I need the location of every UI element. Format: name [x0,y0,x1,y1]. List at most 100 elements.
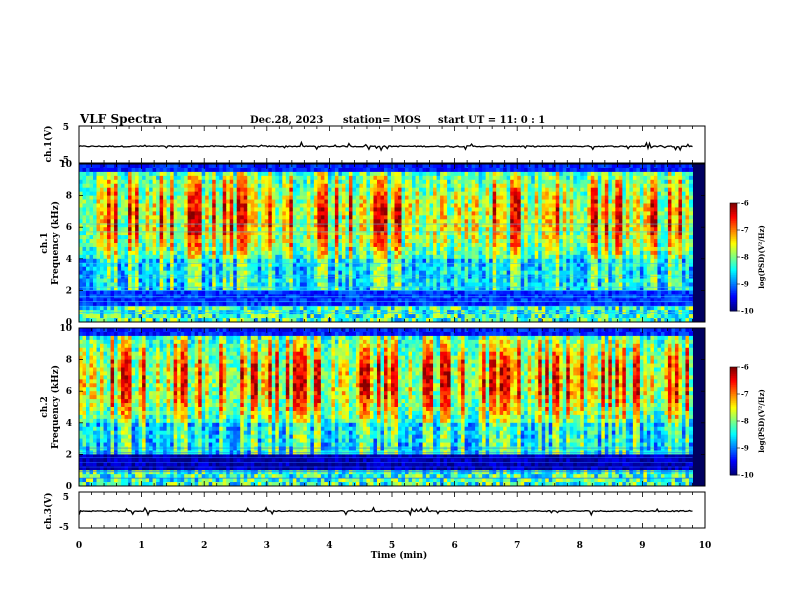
spectrogram-cell [219,274,224,280]
spectrogram-cell [121,164,126,169]
spectrogram-cell [391,167,396,173]
spectrogram-cell [100,215,105,220]
spectrogram-cell [138,243,143,248]
spectrogram-cell [149,187,154,193]
spectrogram-cell [86,179,91,185]
spectrogram-cell [107,262,112,268]
spectrogram-cell [436,191,441,197]
spectrogram-cell [352,183,357,189]
spectrogram-cell [447,274,452,280]
spectrogram-cell [331,195,336,201]
spectrogram-cell [341,195,346,201]
spectrogram-cell [89,286,94,291]
spectrogram-cell [121,175,126,181]
spectrogram-cell [348,243,353,248]
spectrogram-cell [457,191,462,197]
spectrogram-cell [124,258,129,264]
spectrogram-cell [327,274,332,280]
spectrogram-cell [271,207,276,212]
spectrogram-cell [93,175,98,181]
spectrogram-cell [471,211,476,216]
spectrogram-cell [475,167,480,173]
spectrogram-cell [128,302,133,307]
spectrogram-cell [450,266,455,272]
spectrogram-cell [461,270,466,276]
spectrogram-cell [289,278,294,283]
spectrogram-cell [229,239,234,244]
spectrogram-cell [240,195,245,201]
spectrogram-cell [79,207,84,212]
spectrogram-cell [219,203,224,208]
spectrogram-cell [163,286,168,291]
spectrogram-cell [352,195,357,201]
spectrogram-cell [503,243,508,248]
spectrogram-cell [376,274,381,280]
spectrogram-cell [306,215,311,220]
spectrogram-cell [359,270,364,276]
spectrogram-cell [355,179,360,185]
spectrogram-cell [303,306,308,311]
spectrogram-cell [320,223,325,228]
spectrogram-cell [261,199,266,204]
spectrogram-cell [257,211,262,216]
spectrogram-cell [299,199,304,204]
spectrogram-cell [110,211,115,216]
spectrogram-cell [254,175,259,181]
spectrogram-cell [222,250,227,256]
spectrogram-cell [184,171,189,177]
spectrogram-cell [145,290,150,295]
spectrogram-cell [268,258,273,264]
spectrogram-cell [177,175,182,181]
spectrogram-cell [412,211,417,216]
spectrogram-cell [405,191,410,197]
spectrogram-cell [212,164,217,169]
spectrogram-cell [222,258,227,264]
spectrogram-cell [380,167,385,173]
spectrogram-cell [352,250,357,256]
spectrogram-cell [485,239,490,244]
spectrogram-cell [180,318,185,323]
spectrogram-cell [191,235,196,240]
date-label: Dec.28, 2023 [250,115,323,126]
spectrogram-cell [187,258,192,264]
spectrogram-cell [219,306,224,311]
spectrogram-cell [327,314,332,319]
spectrogram-cell [149,278,154,283]
spectrogram-cell [464,171,469,177]
spectrogram-cell [82,175,87,181]
spectrogram-cell [212,195,217,201]
spectrogram-cell [170,171,175,177]
spectrogram-cell [114,175,119,181]
spectrogram-cell [513,258,518,264]
spectrogram-cell [299,306,304,311]
spectrogram-cell [492,246,497,252]
spectrogram-cell [345,207,350,212]
spectrogram-cell [117,171,122,177]
spectrogram-cell [313,183,318,189]
spectrogram-cell [440,282,445,287]
spectrogram-cell [156,314,161,319]
spectrogram-cell [503,207,508,212]
spectrogram-cell [394,239,399,244]
spectrogram-cell [376,219,381,224]
spectrogram-cell [82,258,87,264]
spectrogram-cell [236,199,241,204]
spectrogram-cell [215,266,220,272]
spectrogram-cell [163,211,168,216]
spectrogram-cell [86,187,91,193]
spectrogram-cell [110,171,115,177]
spectrogram-cell [478,314,483,319]
spectrogram-cell [503,215,508,220]
spectrogram-cell [482,314,487,319]
spectrogram-cell [338,266,343,272]
spectrogram-cell [450,258,455,264]
spectrogram-cell [163,207,168,212]
spectrogram-cell [394,282,399,287]
spectrogram-cell [482,167,487,173]
spectrogram-cell [254,203,259,208]
spectrogram-cell [296,215,301,220]
spectrogram-cell [292,231,297,236]
spectrogram-cell [103,199,108,204]
spectrogram-cell [394,243,399,248]
spectrogram-cell [454,227,459,232]
